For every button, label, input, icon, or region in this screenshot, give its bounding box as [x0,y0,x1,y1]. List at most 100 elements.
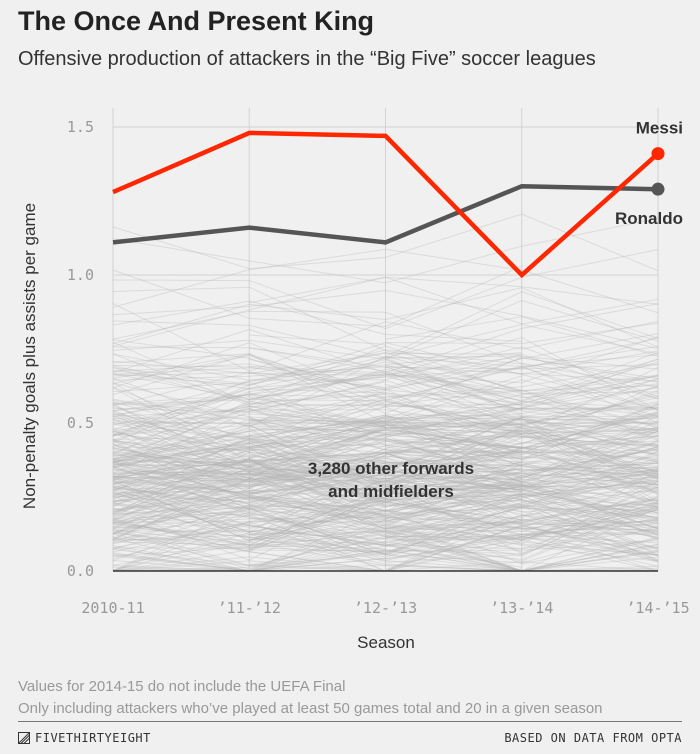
other-player-line [385,479,659,536]
other-player-line [385,467,522,502]
other-player-line [249,392,659,449]
other-player-line [112,493,659,550]
other-player-line [249,460,659,517]
other-player-line [249,424,659,487]
other-player-line [112,342,659,411]
other-player-line [385,453,659,509]
other-player-line [112,473,659,537]
other-player-line [112,449,659,510]
other-player-line [112,449,522,482]
other-player-line [112,400,659,441]
other-player-line [112,481,386,510]
other-player-line [385,532,659,556]
other-player-line [249,375,659,427]
other-player-line [385,485,659,562]
footnotes: Values for 2014-15 do not include the UE… [18,676,603,720]
other-player-line [385,414,659,477]
other-player-line [112,424,659,475]
other-player-line [112,455,386,505]
other-player-line [112,382,659,486]
other-player-line [112,427,522,472]
y-tick-label: 0.0 [67,562,94,580]
other-player-line [112,458,659,535]
other-player-line [249,452,659,520]
other-player-line [112,303,659,372]
other-player-line [112,403,659,464]
other-player-line [249,358,659,423]
series-endpoint-messi [651,147,665,161]
other-player-line [112,354,659,444]
other-player-line [112,474,659,533]
other-player-line [112,357,659,407]
other-player-line [112,431,659,467]
other-player-line [112,425,386,490]
other-player-line [112,375,522,437]
other-player-line [112,341,659,426]
other-player-line [112,447,659,504]
other-player-line [112,342,386,400]
other-player-line [112,487,659,546]
other-player-line [112,499,659,572]
other-player-line [249,368,659,441]
other-player-line [385,525,659,572]
other-player-line [249,358,659,411]
other-player-line [112,458,522,531]
other-player-line [112,440,659,496]
other-player-line [385,365,659,382]
other-player-line [112,495,659,564]
other-player-line [249,457,659,518]
other-player-line [112,426,659,480]
other-player-line [112,353,659,446]
other-player-line [112,398,522,425]
other-player-line [249,498,659,551]
other-player-line [249,416,386,487]
other-player-line [112,403,522,463]
other-player-line [249,428,659,466]
other-player-line [385,358,659,431]
other-player-line [385,472,659,495]
other-player-line [112,353,659,415]
other-player-line [112,416,659,471]
other-player-line [112,400,659,479]
other-player-line [385,453,522,463]
other-player-line [112,409,659,456]
other-player-line [385,383,659,426]
other-player-line [112,414,659,467]
other-player-line [112,430,659,477]
source-credit: BASED ON DATA FROM OPTA [504,731,682,745]
other-player-line [112,528,659,572]
other-player-line [112,500,659,530]
other-player-line [112,443,522,501]
other-player-line [112,432,659,539]
other-player-line [112,455,659,477]
other-player-line [112,510,659,572]
other-player-line [112,388,523,456]
other-player-line [112,451,659,522]
other-player-line [112,411,659,452]
other-player-line [112,310,659,388]
other-player-line [112,396,522,452]
other-player-line [385,377,659,428]
other-player-line [249,415,659,468]
other-player-line [112,379,659,467]
other-player-line [112,361,659,411]
other-player-line [112,491,659,528]
other-player-line [112,521,386,572]
other-player-line [112,404,659,454]
other-player-line [112,437,386,498]
other-player-line [112,355,659,428]
other-player-line [112,416,659,484]
other-player-line [112,434,522,492]
other-player-line [112,439,386,485]
other-player-line [112,413,659,437]
other-player-line [112,287,659,348]
other-player-line [112,471,522,529]
other-player-line [112,426,659,483]
other-player-line [112,454,659,513]
other-player-line [385,355,522,359]
other-player-line [112,337,659,431]
other-player-line [249,545,386,550]
other-player-line [112,399,522,434]
other-player-line [112,424,659,478]
other-player-line [112,495,659,561]
